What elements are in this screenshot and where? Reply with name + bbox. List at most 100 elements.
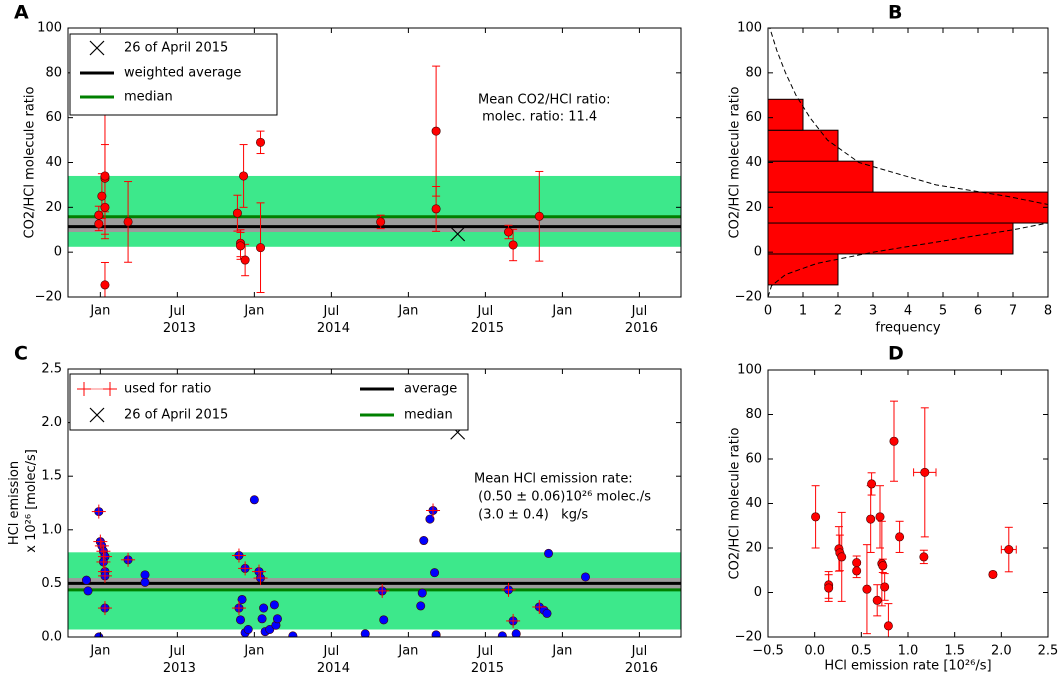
x-tick-label: Jan [551,644,572,659]
panel-letter: A [14,2,29,24]
point [239,171,249,181]
y-tick-label: 0.5 [41,576,62,591]
point [837,552,847,562]
plus-marker [91,504,106,519]
plot-area [68,65,681,297]
point [360,629,370,637]
legend-label: 26 of April 2015 [124,408,228,423]
x-tick-label: 1.0 [898,644,919,659]
y-tick-label: 0 [754,245,762,260]
point [430,568,440,578]
x-tick-label: 3 [869,304,877,319]
axes-frame [67,368,682,638]
point [534,211,544,221]
point [419,536,429,546]
legend: used for ratio 26 of April 2015 average med… [69,373,469,431]
point [508,240,518,250]
point [83,586,93,596]
annotation: (3.0 ± 0.4) kg/s [474,508,588,523]
axes-frame [767,27,1049,298]
plus-marker [238,561,253,576]
point [878,561,888,571]
y-tick-label: 1.0 [41,522,62,537]
histogram-bar [768,191,1048,224]
point [824,583,834,593]
point [1004,545,1014,555]
legend-label: 26 of April 2015 [124,41,228,56]
x-tick-label: Jul 2014 [313,304,350,336]
point [256,137,266,147]
x-tick-label: 1.5 [944,644,965,659]
band [68,175,681,247]
x-b [89,407,105,423]
x-tick-label: Jan [397,644,418,659]
point [920,467,930,477]
point [140,577,150,587]
point [236,615,246,625]
x-tick-label: Jul 2014 [313,644,350,676]
point [376,217,386,227]
y-tick-label: 2.0 [41,415,62,430]
point [544,548,554,558]
x-tick-label: Jul 2015 [467,644,504,676]
point [417,588,427,598]
x-b [89,40,105,56]
point [503,227,513,237]
x-tick-label: Jan [89,304,110,319]
point [288,631,298,637]
x-tick-label: 4 [904,304,912,319]
point [852,566,862,576]
point [240,255,250,265]
point [97,191,107,201]
legend-label: weighted average [124,66,241,81]
y-axis-label: CO2/HCl molecule ratio [23,87,38,239]
x-axis-label: HCl emission rate [10²⁶/s] [824,659,991,674]
x-axis-label: frequency [875,321,941,336]
x-tick-label: Jan [243,644,264,659]
axes-frame [767,369,1049,638]
point [511,629,521,637]
y-tick-label: 100 [37,21,62,36]
x-tick-label: Jul 2013 [159,644,196,676]
y-tick-label: 100 [737,363,762,378]
plus-marker [97,549,112,564]
point [232,208,242,218]
x-tick-label: 0.0 [804,644,825,659]
x-tick-label: Jul 2015 [467,304,504,336]
axes: C HCl emission x 10²⁶ [molec/s] 0.0 0.5 1.0 1… [7,343,682,676]
point [243,624,253,634]
x-tick-label: Jan [243,304,264,319]
point [272,614,282,624]
point [852,558,862,568]
y-tick-label: 80 [745,65,762,80]
point [140,570,150,580]
point [256,243,266,253]
x-tick-label: 7 [1009,304,1017,319]
point [94,219,104,229]
x-tick-label: 6 [974,304,982,319]
annotation: (0.50 ± 0.06)10²⁶ molec./s [474,490,651,505]
y-axis-label: HCl emission x 10²⁶ [molec/s] [7,449,39,557]
point [81,575,91,585]
x-marker [450,226,466,242]
point [919,552,929,562]
y-tick-label: 20 [45,200,62,215]
x-tick-label: Jul 2013 [159,304,196,336]
plus-marker [231,601,246,616]
plus-marker [506,613,521,628]
annotation: Mean HCl emission rate: [474,472,633,487]
x-tick-label: Jan [551,304,572,319]
plus-marker [426,503,441,518]
y-tick-label: 40 [745,496,762,511]
point [431,126,441,136]
point [416,601,426,611]
point [269,600,279,610]
point [883,621,893,631]
point [866,514,876,524]
legend-label: median [404,408,453,423]
point [100,280,110,290]
point [257,614,267,624]
plus-marker [251,564,266,579]
legend-label: used for ratio [124,382,211,397]
